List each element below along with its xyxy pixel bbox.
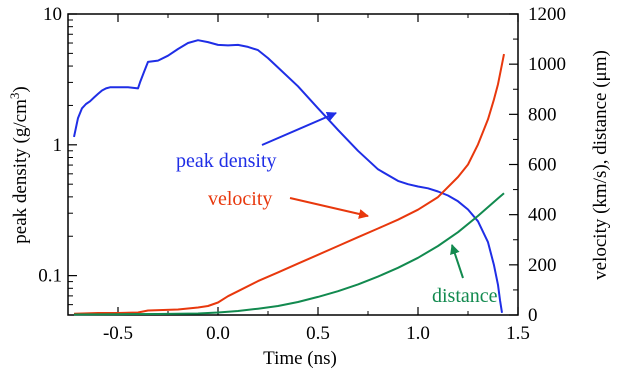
y-axis-left-title-close: ) bbox=[10, 86, 31, 92]
annotation-label-velocity: velocity bbox=[208, 188, 272, 210]
y-right-tick-label: 1000 bbox=[528, 54, 566, 75]
y-right-tick-label: 400 bbox=[528, 205, 557, 226]
series-line-velocity bbox=[73, 53, 505, 315]
x-axis-title: Time (ns) bbox=[263, 348, 337, 369]
y-axis-left-title-main: peak density (g/cm bbox=[10, 99, 31, 244]
annotation-arrow-distance bbox=[450, 244, 464, 279]
y-axis-right-title: velocity (km/s), distance (μm) bbox=[590, 50, 611, 280]
y-axis-left-title: peak density (g/cm3) bbox=[7, 86, 32, 243]
y-left-tick-label: 0.1 bbox=[38, 266, 62, 287]
y-right-tick-label: 200 bbox=[528, 255, 557, 276]
y-left-tick-label: 1 bbox=[53, 135, 63, 156]
series-line-distance bbox=[73, 192, 505, 316]
ticks: -0.5 0.0 0.5 1.0 1.5 0.1 1 10 0 200 400 600 800 1000 1… bbox=[38, 4, 566, 344]
x-tick-label: 1.0 bbox=[406, 323, 430, 344]
y-left-tick-label: 10 bbox=[43, 4, 62, 25]
plot-frame bbox=[67, 13, 519, 316]
series-layer bbox=[73, 39, 505, 316]
annotation-layer: peak density velocity distance bbox=[176, 111, 498, 307]
y-axis-left-title-sup: 3 bbox=[7, 93, 22, 100]
annotation-arrow-peak-density bbox=[261, 111, 337, 146]
series-line-peak-density bbox=[73, 39, 503, 313]
annotation-label-peak-density: peak density bbox=[176, 150, 277, 172]
x-tick-label: -0.5 bbox=[103, 323, 133, 344]
y-right-tick-label: 800 bbox=[528, 104, 557, 125]
annotation-label-distance: distance bbox=[432, 285, 498, 307]
y-right-tick-label: 600 bbox=[528, 155, 557, 176]
plot-border bbox=[67, 13, 519, 316]
x-tick-label: 1.5 bbox=[506, 323, 530, 344]
annotation-arrow-velocity bbox=[289, 197, 369, 219]
x-tick-label: 0.5 bbox=[306, 323, 330, 344]
y-right-tick-label: 1200 bbox=[528, 4, 566, 25]
x-tick-label: 0.0 bbox=[206, 323, 230, 344]
y-right-tick-label: 0 bbox=[528, 305, 538, 326]
